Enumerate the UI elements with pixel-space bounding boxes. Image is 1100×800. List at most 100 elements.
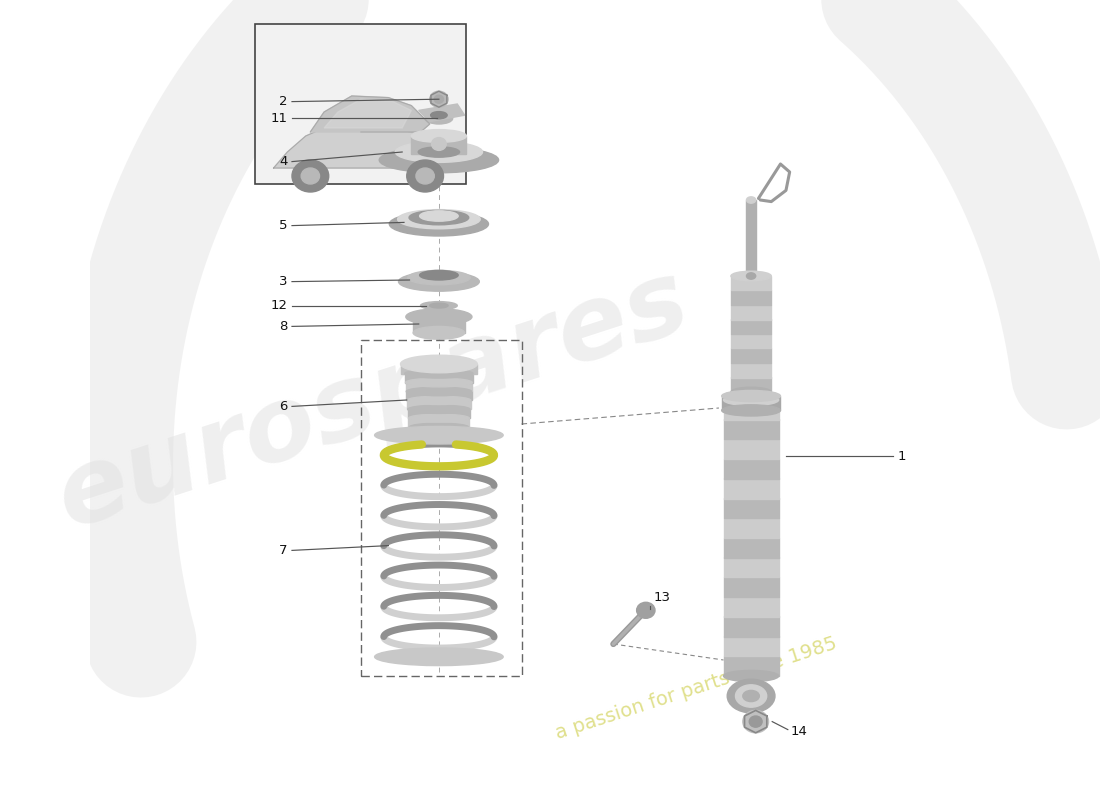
- Bar: [411, 136, 466, 154]
- Bar: [724, 558, 779, 578]
- Bar: [361, 340, 521, 676]
- Bar: [724, 636, 779, 656]
- Text: 3: 3: [279, 275, 287, 288]
- Ellipse shape: [430, 303, 448, 308]
- Text: 12: 12: [271, 299, 287, 312]
- Ellipse shape: [724, 394, 779, 406]
- Ellipse shape: [418, 146, 460, 157]
- Bar: [724, 538, 779, 558]
- Ellipse shape: [419, 270, 459, 280]
- Ellipse shape: [730, 271, 771, 281]
- Bar: [724, 458, 779, 479]
- Bar: [730, 276, 771, 290]
- Circle shape: [430, 91, 448, 107]
- Circle shape: [407, 160, 443, 192]
- Bar: [730, 319, 771, 334]
- Ellipse shape: [389, 212, 488, 236]
- Circle shape: [742, 710, 769, 733]
- Bar: [405, 374, 473, 382]
- Ellipse shape: [406, 387, 472, 396]
- Bar: [724, 400, 779, 420]
- Ellipse shape: [411, 130, 466, 142]
- Ellipse shape: [736, 685, 767, 707]
- Bar: [730, 305, 771, 319]
- Bar: [730, 378, 771, 392]
- Ellipse shape: [375, 648, 503, 666]
- Ellipse shape: [397, 210, 481, 229]
- Bar: [730, 362, 771, 378]
- Bar: [730, 290, 771, 305]
- Bar: [724, 617, 779, 637]
- Ellipse shape: [420, 302, 458, 310]
- Bar: [724, 597, 779, 617]
- Ellipse shape: [405, 369, 473, 378]
- Ellipse shape: [722, 390, 781, 402]
- Ellipse shape: [375, 426, 503, 444]
- Bar: [730, 348, 771, 363]
- Ellipse shape: [414, 326, 464, 339]
- Bar: [409, 427, 469, 436]
- Ellipse shape: [724, 670, 779, 682]
- Circle shape: [431, 138, 447, 150]
- Ellipse shape: [398, 272, 480, 291]
- Text: 1: 1: [898, 450, 906, 462]
- Ellipse shape: [406, 378, 472, 387]
- Text: 6: 6: [279, 400, 287, 413]
- Ellipse shape: [408, 414, 470, 422]
- Polygon shape: [310, 96, 430, 132]
- Text: a passion for parts since 1985: a passion for parts since 1985: [553, 634, 839, 742]
- Ellipse shape: [406, 309, 472, 325]
- Bar: [408, 409, 470, 418]
- Text: 7: 7: [279, 544, 287, 557]
- Text: 14: 14: [791, 725, 807, 738]
- Bar: [724, 419, 779, 439]
- Ellipse shape: [408, 270, 470, 285]
- Bar: [724, 478, 779, 498]
- Ellipse shape: [404, 432, 474, 440]
- Bar: [747, 200, 756, 276]
- Ellipse shape: [742, 690, 759, 702]
- Text: 5: 5: [279, 219, 287, 232]
- Ellipse shape: [747, 197, 756, 203]
- Polygon shape: [274, 124, 453, 168]
- Ellipse shape: [722, 405, 781, 416]
- Text: 4: 4: [279, 155, 287, 168]
- Circle shape: [637, 602, 654, 618]
- Bar: [407, 400, 471, 410]
- Circle shape: [416, 168, 434, 184]
- Ellipse shape: [395, 142, 483, 162]
- Bar: [400, 364, 477, 374]
- Ellipse shape: [409, 210, 469, 225]
- Ellipse shape: [407, 396, 471, 405]
- Bar: [724, 577, 779, 597]
- Text: 13: 13: [653, 591, 670, 604]
- Bar: [724, 518, 779, 538]
- Ellipse shape: [408, 405, 470, 414]
- Bar: [730, 334, 771, 349]
- Ellipse shape: [409, 423, 469, 431]
- Polygon shape: [324, 99, 411, 128]
- Ellipse shape: [727, 679, 776, 713]
- Ellipse shape: [430, 111, 448, 119]
- Ellipse shape: [400, 355, 477, 373]
- Ellipse shape: [747, 273, 756, 279]
- Ellipse shape: [730, 387, 771, 397]
- Ellipse shape: [379, 147, 498, 173]
- Circle shape: [434, 95, 443, 103]
- Bar: [722, 396, 781, 410]
- Bar: [255, 24, 466, 184]
- Ellipse shape: [425, 113, 453, 124]
- Bar: [406, 382, 472, 391]
- Polygon shape: [419, 104, 464, 122]
- Text: 11: 11: [271, 112, 287, 125]
- Circle shape: [292, 160, 329, 192]
- Bar: [724, 498, 779, 518]
- Circle shape: [749, 716, 762, 727]
- Ellipse shape: [419, 210, 459, 222]
- Bar: [414, 317, 464, 333]
- Bar: [408, 418, 470, 427]
- Text: 8: 8: [279, 320, 287, 333]
- Text: eurospares: eurospares: [44, 250, 702, 550]
- Circle shape: [301, 168, 319, 184]
- Text: 2: 2: [279, 95, 287, 108]
